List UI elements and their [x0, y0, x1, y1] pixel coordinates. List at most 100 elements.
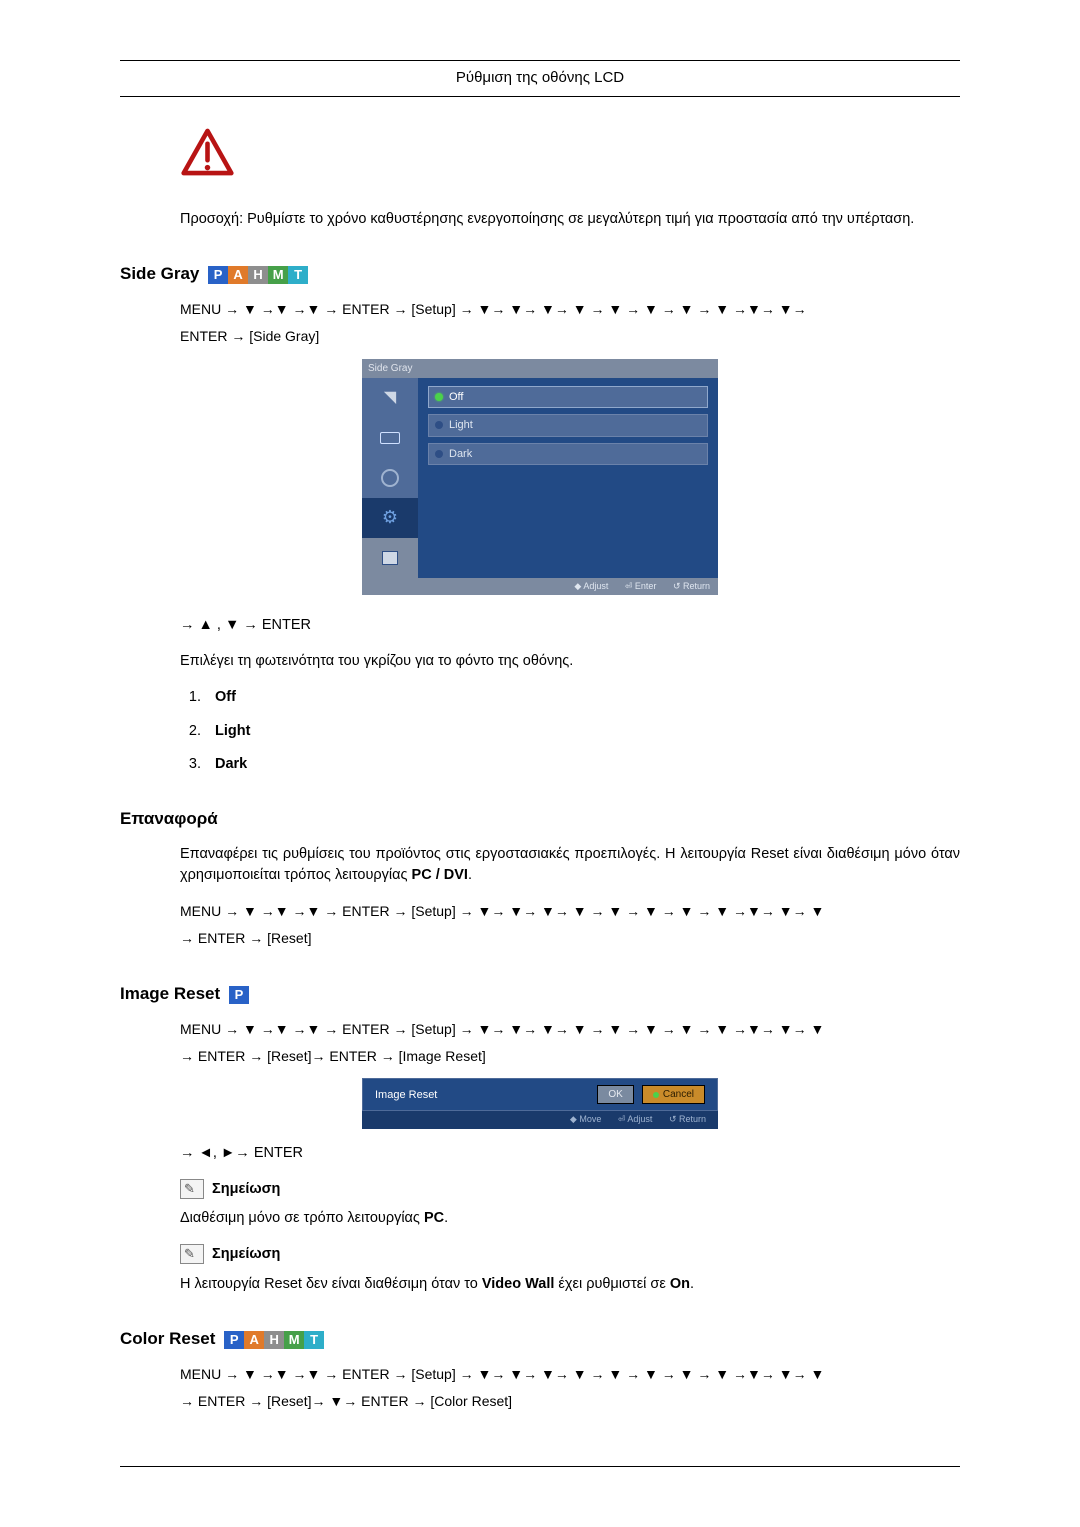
- note-label: Σημείωση: [212, 1246, 280, 1262]
- text: .: [690, 1276, 694, 1292]
- cancel-button[interactable]: Cancel: [642, 1085, 705, 1104]
- bold-text: On: [670, 1276, 690, 1292]
- note-2-body: Η λειτουργία Reset δεν είναι διαθέσιμη ό…: [180, 1274, 960, 1296]
- note-icon: [180, 1244, 204, 1264]
- osd-title: Side Gray: [362, 359, 718, 378]
- section-reset: Επαναφορά: [120, 806, 960, 832]
- menupath-text: → ▼→ ▼→ ▼→ ▼ → ▼ → ▼ → ▼ → ▼ →▼→ ▼→ ▼: [456, 1366, 825, 1382]
- menupath-cr-2: → ENTER → Reset→ ▼→ ENTER → Color Reset: [180, 1391, 960, 1414]
- menupath-setup: Setup: [411, 1366, 455, 1382]
- ir-footer-move: ◆ Move: [570, 1114, 601, 1124]
- menupath-imagereset-label: Image Reset: [399, 1048, 486, 1064]
- osd-footer-adjust: ◆ Adjust: [574, 581, 608, 591]
- ok-button[interactable]: OK: [597, 1085, 633, 1104]
- osd-footer-return: ↺ Return: [673, 581, 710, 591]
- radio-on-icon: [653, 1092, 659, 1098]
- note-icon: [180, 1179, 204, 1199]
- osd-item-dark[interactable]: Dark: [428, 443, 708, 466]
- osd-image-reset: Image Reset OK Cancel ◆ Move ⏎ Adjust ↺ …: [362, 1078, 718, 1129]
- text: Η λειτουργία Reset δεν είναι διαθέσιμη ό…: [180, 1276, 482, 1292]
- note-1: Σημείωση: [180, 1179, 960, 1201]
- desc-sidegray: Επιλέγει τη φωτεινότητα του γκρίζου για …: [180, 651, 960, 673]
- note-1-body: Διαθέσιμη μόνο σε τρόπο λειτουργίας PC.: [180, 1208, 960, 1230]
- warning-icon: [180, 127, 235, 177]
- badge-a: A: [244, 1331, 264, 1349]
- menupath-reset-label: Reset: [267, 1393, 311, 1409]
- option-off: Off: [205, 687, 960, 709]
- menupath-cr-1: MENU → ▼ →▼ →▼ → ENTER → Setup → ▼→ ▼→ ▼…: [180, 1364, 960, 1387]
- warning-block: Προσοχή: Ρυθμίστε το χρόνο καθυστέρησης …: [120, 127, 960, 232]
- osd-item-label: Off: [449, 391, 463, 403]
- note-label: Σημείωση: [212, 1181, 280, 1197]
- radio-off-icon: [435, 450, 443, 458]
- badge-m: M: [284, 1331, 304, 1349]
- osd-tab-3[interactable]: [362, 458, 418, 498]
- menupath-ir-2: → ENTER → Reset→ ENTER → Image Reset: [180, 1046, 960, 1069]
- options-sidegray: Off Light Dark: [205, 687, 960, 776]
- badges-image-reset: P: [229, 981, 249, 1007]
- osd-item-off[interactable]: Off: [428, 386, 708, 409]
- badge-t: T: [288, 266, 308, 284]
- section-side-gray: Side Gray PAHMT: [120, 261, 960, 287]
- badge-a: A: [228, 266, 248, 284]
- osd-main: Off Light Dark: [418, 378, 718, 578]
- badges-color-reset: PAHMT: [224, 1326, 324, 1352]
- bold-text: PC: [424, 1210, 444, 1226]
- page: Ρύθμιση της οθόνης LCD Προσοχή: Ρυθμίστε…: [0, 0, 1080, 1527]
- top-rule: [120, 60, 960, 61]
- heading-color-reset: Color Reset: [120, 1329, 215, 1348]
- menupath-text: → ENTER →: [311, 1048, 398, 1064]
- menupath-text: → ▼→ ▼→ ▼→ ▼ → ▼ → ▼ → ▼ → ▼ →▼→ ▼→: [456, 301, 807, 317]
- option-dark: Dark: [205, 754, 960, 776]
- badge-h: H: [248, 266, 268, 284]
- menupath-sidegray-2: ENTER → Side Gray: [180, 326, 960, 349]
- osd-item-label: Light: [449, 419, 473, 431]
- heading-side-gray: Side Gray: [120, 264, 199, 283]
- menupath-setup: Setup: [411, 903, 455, 919]
- menupath-colorreset-label: Color Reset: [430, 1393, 512, 1409]
- menupath-text: MENU → ▼ →▼ →▼ → ENTER →: [180, 903, 411, 919]
- menupath-sidegray-label: Side Gray: [249, 328, 319, 344]
- badge-h: H: [264, 1331, 284, 1349]
- osd-body: ◥ ⚙ Off Light Dark: [362, 378, 718, 578]
- menupath-ir-1: MENU → ▼ →▼ →▼ → ENTER → Setup → ▼→ ▼→ ▼…: [180, 1019, 960, 1042]
- heading-image-reset: Image Reset: [120, 984, 220, 1003]
- section-image-reset: Image Reset P: [120, 981, 960, 1007]
- menupath-text: → ENTER →: [180, 930, 267, 946]
- option-label: Off: [215, 689, 236, 705]
- menupath-text: MENU → ▼ →▼ →▼ → ENTER →: [180, 1021, 411, 1037]
- warning-text: Προσοχή: Ρυθμίστε το χρόνο καθυστέρησης …: [180, 209, 960, 231]
- ir-title: Image Reset: [375, 1087, 589, 1104]
- menupath-text: MENU → ▼ →▼ →▼ → ENTER →: [180, 1366, 411, 1382]
- menupath-text: → ENTER →: [180, 1048, 267, 1064]
- cancel-label: Cancel: [663, 1089, 694, 1100]
- osd-footer: ◆ Adjust ⏎ Enter ↺ Return: [362, 578, 718, 596]
- osd-sidebar: ◥ ⚙: [362, 378, 418, 578]
- osd-tab-2[interactable]: [362, 418, 418, 458]
- osd-item-light[interactable]: Light: [428, 414, 708, 437]
- osd-tab-1[interactable]: ◥: [362, 378, 418, 418]
- ir-footer-return: ↺ Return: [669, 1114, 706, 1124]
- menupath-setup: Setup: [411, 301, 455, 317]
- text: έχει ρυθμιστεί σε: [554, 1276, 669, 1292]
- menupath-reset-label: Reset: [267, 1048, 311, 1064]
- osd-tab-4-active[interactable]: ⚙: [362, 498, 418, 538]
- option-label: Light: [215, 723, 250, 739]
- osd-tab-5[interactable]: [362, 538, 418, 578]
- badge-p: P: [208, 266, 228, 284]
- nav-sidegray-post: → ▲ , ▼ → ENTER: [180, 615, 960, 637]
- menupath-text: MENU → ▼ →▼ →▼ → ENTER →: [180, 301, 411, 317]
- ir-footer-adjust: ⏎ Adjust: [618, 1114, 653, 1124]
- text: .: [468, 867, 472, 883]
- badge-p: P: [229, 986, 249, 1004]
- option-light: Light: [205, 721, 960, 743]
- menupath-reset-2: → ENTER → Reset: [180, 928, 960, 951]
- menupath-text: ENTER →: [180, 328, 249, 344]
- bottom-rule: [120, 1466, 960, 1467]
- menupath-text: → ▼→ ▼→ ▼→ ▼ → ▼ → ▼ → ▼ → ▼ →▼→ ▼→ ▼: [456, 903, 825, 919]
- badge-m: M: [268, 266, 288, 284]
- badge-t: T: [304, 1331, 324, 1349]
- ir-row: Image Reset OK Cancel: [362, 1078, 718, 1111]
- nav-ir-post: → ◄, ►→ ENTER: [180, 1143, 960, 1165]
- badges-side-gray: PAHMT: [208, 262, 308, 288]
